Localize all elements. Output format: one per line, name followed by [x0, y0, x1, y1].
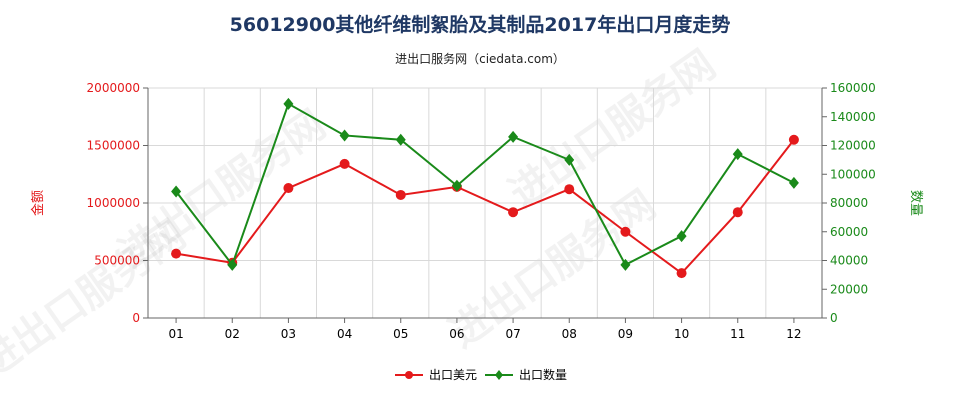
left-axis-tick-label: 500000	[94, 254, 140, 268]
data-point-value	[788, 134, 799, 145]
data-point-value	[620, 226, 631, 237]
data-point-value	[171, 248, 182, 259]
x-axis-tick-label: 05	[393, 327, 408, 341]
right-axis-tick-label: 140000	[830, 110, 876, 124]
legend-label-value: 出口美元	[429, 368, 477, 382]
right-axis-tick-label: 120000	[830, 139, 876, 153]
data-point-value	[676, 268, 687, 279]
right-axis-label: 数量	[908, 190, 923, 216]
data-point-quantity	[283, 97, 294, 110]
data-point-quantity	[676, 230, 687, 243]
right-axis-tick-label: 80000	[830, 196, 868, 210]
x-axis-tick-label: 09	[618, 327, 633, 341]
chart-subtitle: 进出口服务网（ciedata.com）	[395, 52, 565, 66]
x-axis-tick-label: 12	[786, 327, 801, 341]
x-axis-tick-label: 10	[674, 327, 689, 341]
data-point-quantity	[788, 176, 799, 189]
left-axis-tick-label: 2000000	[87, 81, 140, 95]
right-axis-tick-label: 0	[830, 311, 838, 325]
x-axis-tick-label: 02	[225, 327, 240, 341]
data-point-quantity	[451, 179, 462, 192]
left-axis-tick-label: 1500000	[87, 139, 140, 153]
series-line-value	[175, 139, 795, 275]
x-axis-tick-label: 07	[505, 327, 520, 341]
x-axis-tick-label: 03	[281, 327, 296, 341]
watermark-text: 进出口服务网	[0, 212, 194, 387]
data-point-quantity	[227, 258, 238, 271]
data-point-quantity	[171, 185, 182, 198]
right-axis-tick-label: 20000	[830, 282, 868, 296]
data-point-value	[395, 189, 406, 200]
data-point-quantity	[564, 153, 575, 166]
right-axis-tick-label: 100000	[830, 167, 876, 181]
data-point-value	[339, 158, 350, 169]
legend-marker-quantity	[495, 370, 503, 380]
data-point-quantity	[339, 129, 350, 142]
data-point-value	[508, 207, 519, 218]
x-axis-tick-label: 06	[449, 327, 464, 341]
x-axis-tick-label: 11	[730, 327, 745, 341]
data-point-value	[564, 184, 575, 195]
data-point-value	[732, 207, 743, 218]
chart-title: 56012900其他纤维制絮胎及其制品2017年出口月度走势	[229, 14, 731, 36]
x-axis-tick-label: 04	[337, 327, 352, 341]
left-axis-label: 金额	[30, 190, 46, 216]
left-axis-tick-label: 0	[132, 311, 140, 325]
data-point-value	[283, 183, 294, 194]
x-axis-tick-label: 08	[562, 327, 577, 341]
right-axis-tick-label: 60000	[830, 225, 868, 239]
watermark-text: 进出口服务网	[501, 42, 724, 217]
data-point-quantity	[620, 258, 631, 271]
legend-marker-value	[405, 371, 413, 379]
right-axis-tick-label: 40000	[830, 254, 868, 268]
x-axis-tick-label: 01	[168, 327, 183, 341]
data-point-quantity	[732, 148, 743, 161]
series-line-quantity	[175, 102, 795, 267]
data-point-quantity	[395, 133, 406, 146]
legend-label-quantity: 出口数量	[519, 367, 567, 382]
right-axis-tick-label: 160000	[830, 81, 876, 95]
data-point-quantity	[508, 130, 519, 143]
left-axis-tick-label: 1000000	[87, 196, 140, 210]
